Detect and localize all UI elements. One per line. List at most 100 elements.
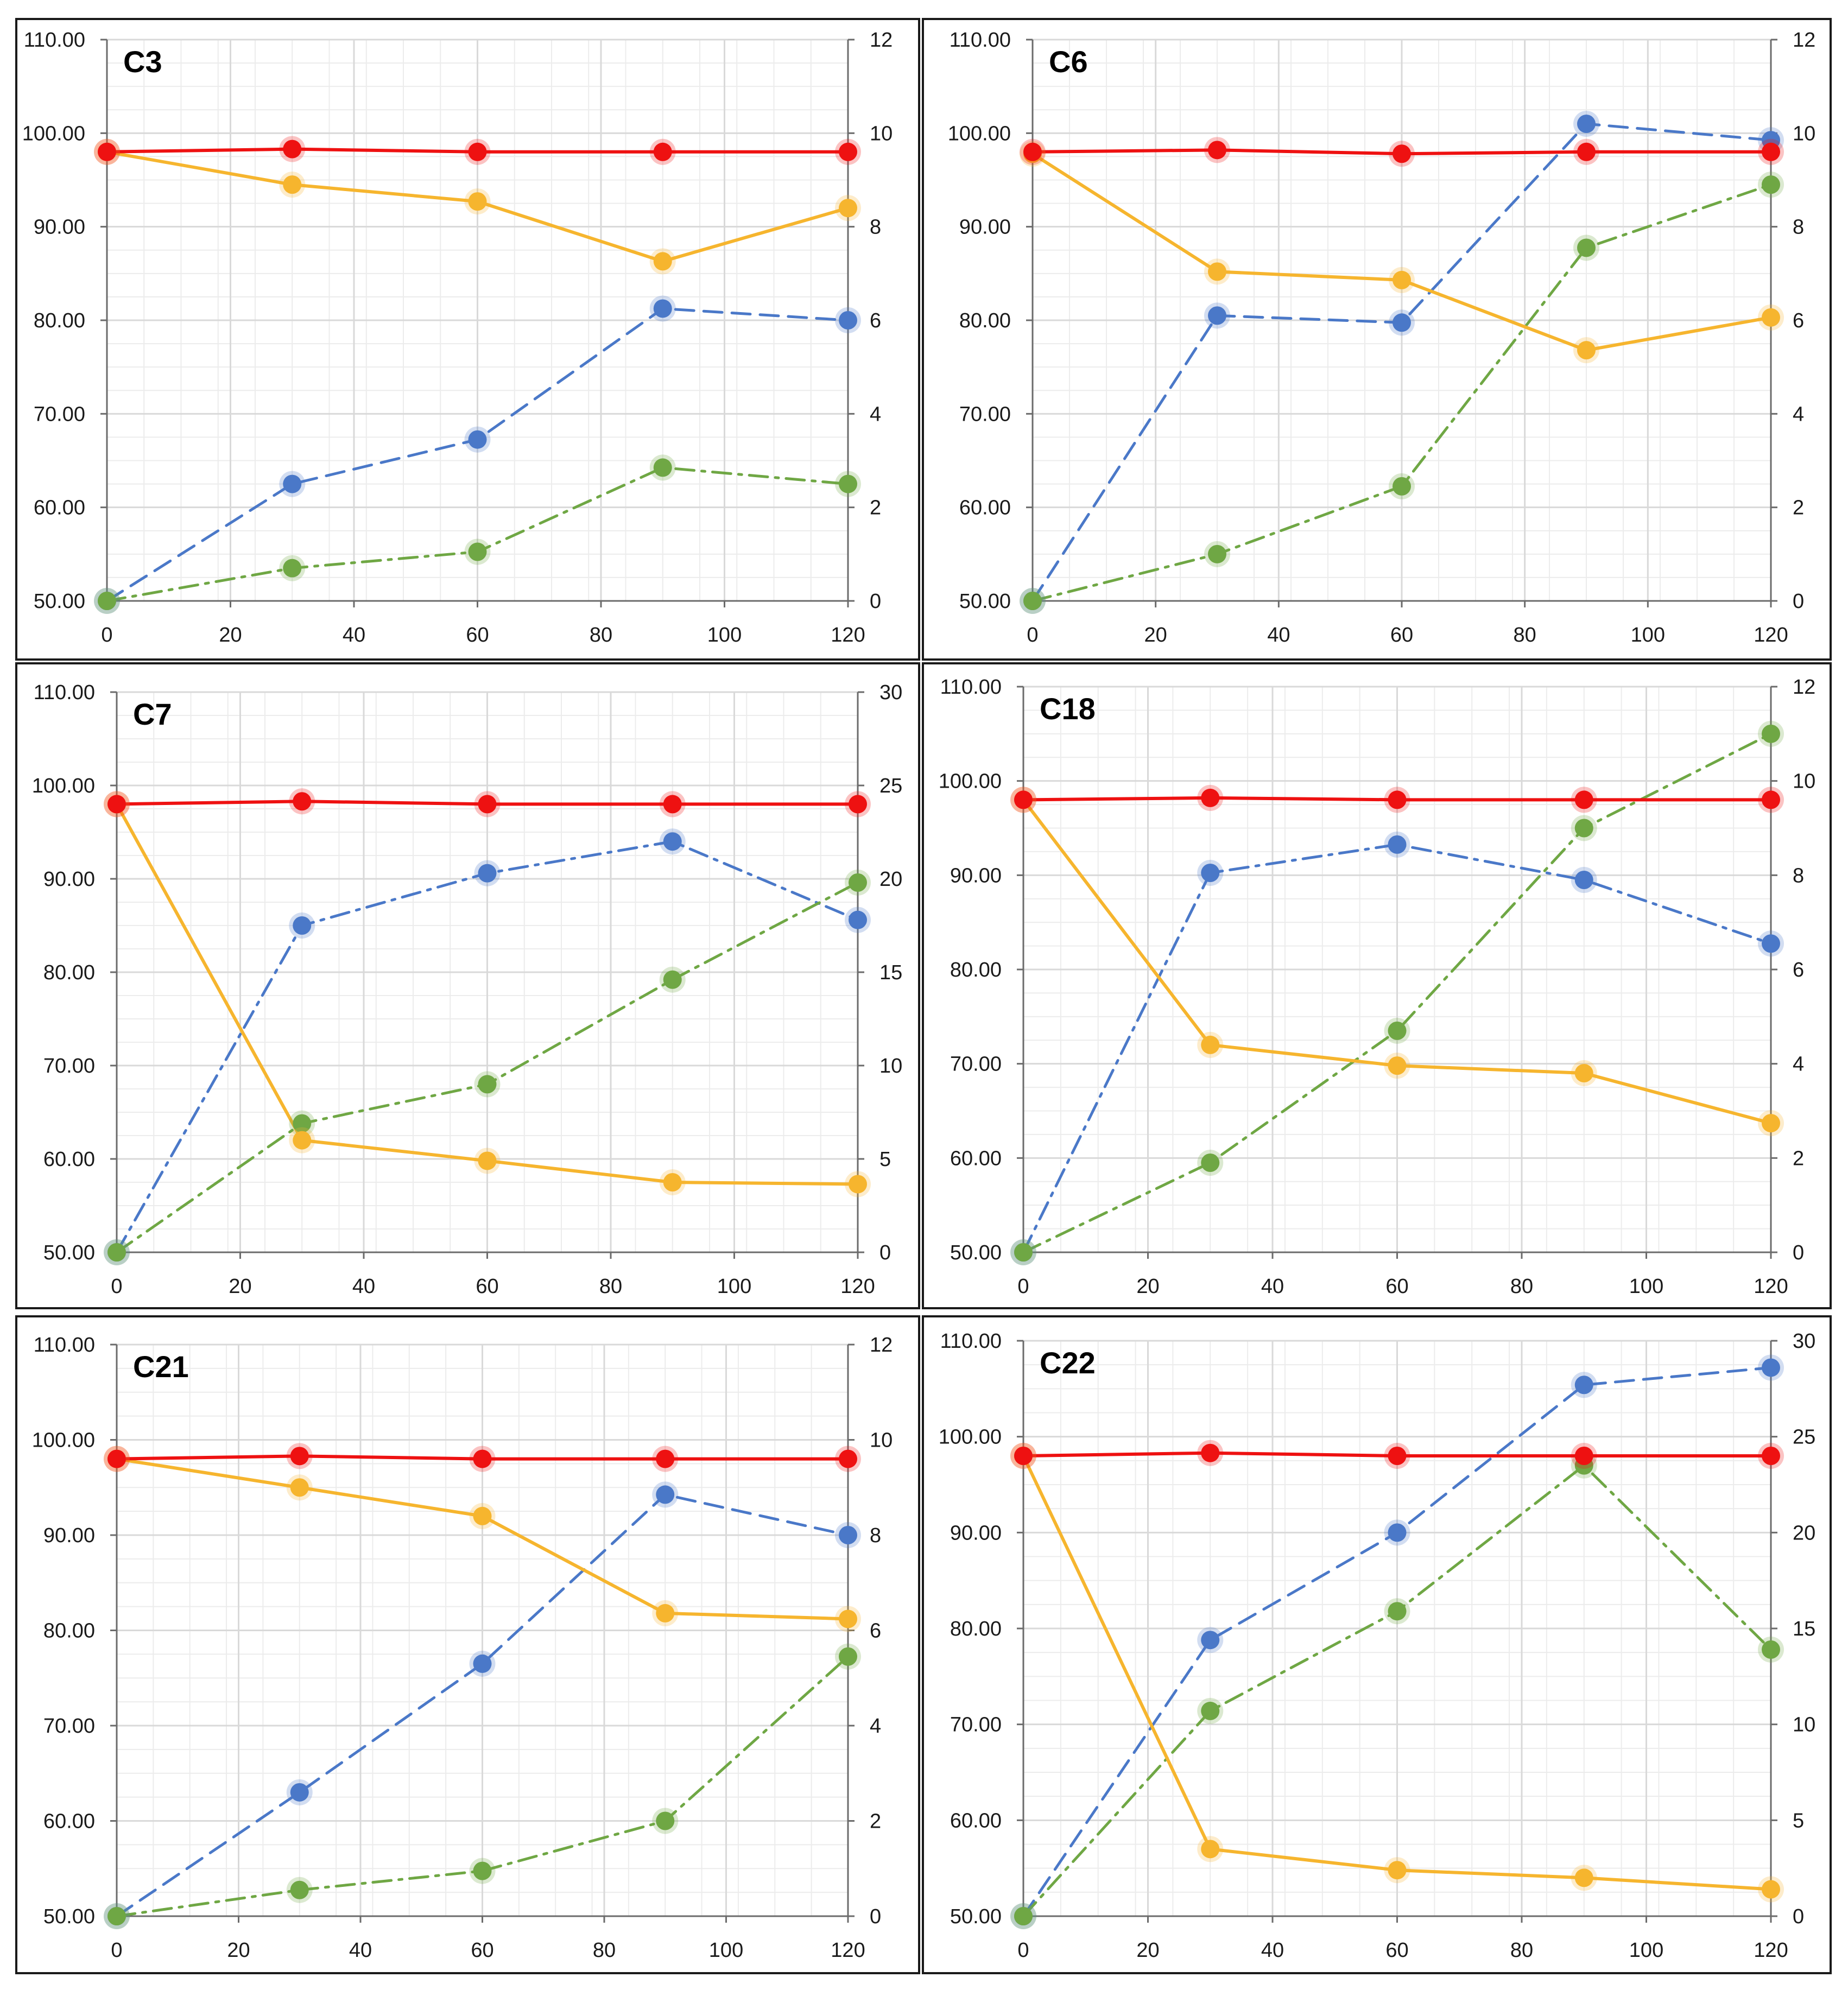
y-right-tick-label: 4 [1793, 1053, 1804, 1076]
data-point-green [653, 458, 672, 477]
panel-title: C7 [133, 697, 172, 731]
data-point-blue [283, 474, 302, 493]
x-tick-label: 80 [590, 624, 612, 647]
y-right-tick-label: 10 [870, 122, 893, 145]
data-point-blue [849, 910, 867, 929]
x-tick-label: 120 [840, 1275, 875, 1298]
data-point-red [653, 142, 672, 161]
data-point-orange [839, 199, 857, 218]
y-right-tick-label: 10 [879, 1055, 902, 1078]
data-point-orange [1574, 1064, 1593, 1083]
y-right-tick-label: 0 [1793, 1905, 1804, 1928]
y-left-tick-label: 90.00 [959, 216, 1011, 239]
y-right-tick-label: 6 [870, 309, 881, 332]
data-point-green [473, 1861, 492, 1880]
data-point-green [290, 1880, 309, 1899]
data-point-red [293, 792, 312, 811]
x-tick-label: 60 [476, 1275, 498, 1298]
data-point-blue [1577, 115, 1596, 134]
y-right-tick-label: 0 [870, 590, 881, 613]
data-point-red [1762, 142, 1780, 161]
x-tick-label: 20 [229, 1275, 251, 1298]
chart-panel-c3: 0 20 40 60 80 100 12050.0060.0070.0080.0090.00… [15, 18, 920, 661]
data-point-green [656, 1811, 675, 1830]
y-left-tick-label: 60.00 [950, 1147, 1002, 1170]
data-point-green [1393, 477, 1411, 496]
panel-frame [922, 1315, 1832, 1974]
data-point-green [107, 1907, 126, 1925]
data-point-blue [290, 1783, 309, 1802]
data-point-blue [473, 1654, 492, 1673]
y-right-tick-label: 15 [879, 961, 902, 984]
data-point-red [1577, 142, 1596, 161]
data-point-orange [290, 1478, 309, 1497]
x-tick-label: 100 [1629, 1939, 1663, 1962]
data-point-blue [1388, 1523, 1407, 1542]
x-tick-label: 80 [1510, 1939, 1533, 1962]
y-left-tick-label: 60.00 [43, 1810, 95, 1833]
y-right-tick-label: 12 [870, 29, 893, 52]
data-point-orange [1388, 1056, 1407, 1075]
y-left-tick-label: 70.00 [950, 1053, 1002, 1076]
data-point-orange [653, 252, 672, 271]
data-point-orange [283, 175, 302, 194]
x-tick-label: 60 [1390, 624, 1413, 647]
chart-panel-c7: 0 20 40 60 80 100 12050.0060.0070.0080.0090.00… [15, 662, 920, 1309]
data-point-orange [1762, 308, 1780, 327]
x-tick-label: 60 [1385, 1939, 1408, 1962]
data-point-green [839, 1647, 857, 1666]
y-right-tick-label: 12 [1793, 29, 1815, 52]
x-tick-label: 120 [831, 624, 865, 647]
x-tick-label: 120 [1754, 1275, 1788, 1298]
y-right-tick-label: 30 [879, 681, 902, 704]
series-line-blue [1022, 843, 1773, 1254]
panel-frame [922, 662, 1832, 1309]
data-point-orange [849, 1175, 867, 1194]
x-tick-label: 40 [1267, 624, 1290, 647]
data-point-green [1574, 819, 1593, 838]
data-point-red [468, 142, 487, 161]
y-left-tick-label: 80.00 [34, 309, 85, 332]
data-point-red [663, 795, 682, 814]
data-point-orange [1762, 1880, 1780, 1899]
y-left-tick-label: 110.00 [34, 1334, 95, 1357]
y-left-tick-label: 110.00 [940, 676, 1002, 699]
data-point-blue [468, 430, 487, 449]
y-left-tick-label: 50.00 [43, 1905, 95, 1928]
data-point-blue [1388, 835, 1407, 854]
y-left-tick-label: 80.00 [950, 1618, 1002, 1640]
y-right-tick-label: 0 [879, 1241, 891, 1264]
x-tick-label: 80 [1514, 624, 1536, 647]
data-point-green [1208, 544, 1226, 563]
y-right-tick-label: 10 [1793, 770, 1815, 793]
data-point-orange [1388, 1861, 1407, 1880]
data-point-green [1762, 724, 1780, 743]
x-tick-label: 100 [709, 1939, 743, 1962]
y-right-tick-label: 6 [1793, 309, 1804, 332]
y-right-tick-label: 20 [879, 868, 902, 891]
data-point-blue [663, 832, 682, 851]
x-tick-label: 100 [1631, 624, 1665, 647]
y-right-tick-label: 10 [870, 1429, 893, 1452]
data-point-green [283, 559, 302, 578]
x-tick-label: 20 [219, 624, 242, 647]
data-point-green [663, 970, 682, 989]
y-right-tick-label: 6 [870, 1620, 881, 1643]
data-point-red [107, 1449, 126, 1468]
y-right-tick-label: 2 [1793, 1147, 1804, 1170]
grid [1022, 686, 1772, 1253]
y-left-tick-label: 110.00 [940, 1330, 1002, 1353]
y-right-tick-label: 2 [870, 497, 881, 519]
x-tick-label: 20 [227, 1939, 250, 1962]
data-point-red [1574, 790, 1593, 809]
data-point-green [1201, 1701, 1220, 1720]
data-point-red [473, 1449, 492, 1468]
data-point-blue [1393, 313, 1411, 332]
y-left-tick-label: 50.00 [959, 590, 1011, 613]
data-point-blue [1574, 1376, 1593, 1395]
y-right-tick-label: 8 [870, 216, 881, 239]
data-point-red [849, 795, 867, 814]
y-right-tick-label: 12 [870, 1334, 893, 1357]
y-left-tick-label: 70.00 [34, 403, 85, 426]
